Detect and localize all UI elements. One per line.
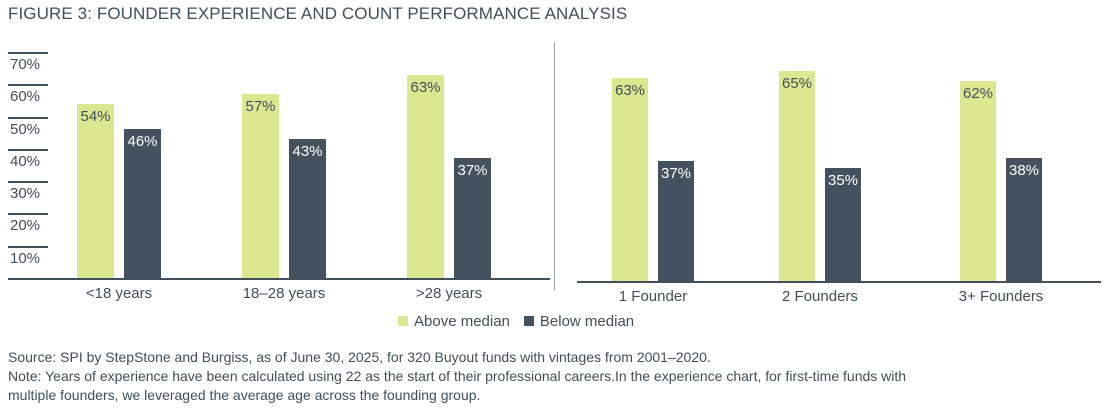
data-label: 63% — [410, 78, 441, 96]
bar-below-median — [454, 158, 491, 278]
y-tick-label: 30% — [10, 185, 41, 203]
x-tick-label: 18–28 years — [242, 285, 326, 302]
legend-item-below: Below median — [523, 313, 635, 330]
gridline — [8, 84, 48, 87]
gridline — [8, 213, 48, 216]
bar-above-median — [960, 80, 996, 281]
x-tick-label: <18 years — [85, 285, 153, 302]
bar-above-median — [407, 74, 444, 278]
bar-below-median — [825, 167, 861, 281]
data-label: 43% — [292, 143, 323, 161]
y-tick-label: 50% — [10, 120, 41, 138]
data-label: 38% — [1008, 162, 1040, 180]
y-tick-label: 70% — [10, 55, 41, 73]
y-tick-label: 40% — [10, 152, 41, 170]
legend-swatch-above — [398, 316, 408, 326]
x-tick-label: >28 years — [415, 285, 483, 302]
x-axis-line — [577, 281, 1101, 283]
y-tick-label: 20% — [10, 217, 41, 235]
data-label: 37% — [457, 162, 488, 180]
x-tick-label: 1 Founder — [618, 288, 688, 305]
data-label: 62% — [962, 84, 994, 102]
gridline — [8, 51, 48, 54]
bar-below-median — [658, 161, 694, 281]
data-label: 35% — [827, 171, 859, 189]
bar-above-median — [242, 93, 279, 278]
y-tick-label: 10% — [10, 249, 41, 267]
legend-item-above: Above median — [398, 313, 510, 330]
data-label: 54% — [80, 107, 111, 125]
gridline — [8, 116, 48, 119]
data-label: 37% — [660, 165, 692, 183]
gridline — [8, 148, 48, 151]
figure-title: FIGURE 3: FOUNDER EXPERIENCE AND COUNT P… — [8, 4, 628, 23]
note-line-2: multiple founders, we leveraged the aver… — [8, 387, 481, 403]
legend-label: Above median — [414, 313, 510, 330]
legend: Above median Below median — [398, 313, 634, 330]
bar-below-median — [124, 129, 161, 278]
bar-above-median — [612, 77, 648, 281]
bar-above-median — [77, 103, 114, 278]
x-tick-label: 3+ Founders — [958, 288, 1044, 305]
chart-divider — [554, 42, 555, 290]
y-tick-label: 60% — [10, 88, 41, 106]
data-label: 57% — [245, 97, 276, 115]
data-label: 65% — [781, 75, 813, 93]
x-tick-label: 2 Founders — [782, 288, 858, 305]
bar-below-median — [1006, 158, 1042, 281]
legend-label: Below median — [539, 313, 635, 330]
legend-swatch-below — [523, 316, 534, 326]
bar-below-median — [289, 139, 326, 278]
gridline — [8, 245, 48, 248]
source-note: Source: SPI by StepStone and Burgiss, as… — [8, 349, 711, 365]
bar-above-median — [779, 71, 815, 281]
x-axis-line — [8, 278, 550, 280]
note-line-1: Note: Years of experience have been calc… — [8, 368, 907, 384]
data-label: 46% — [127, 133, 158, 151]
data-label: 63% — [614, 81, 646, 99]
gridline — [8, 181, 48, 184]
